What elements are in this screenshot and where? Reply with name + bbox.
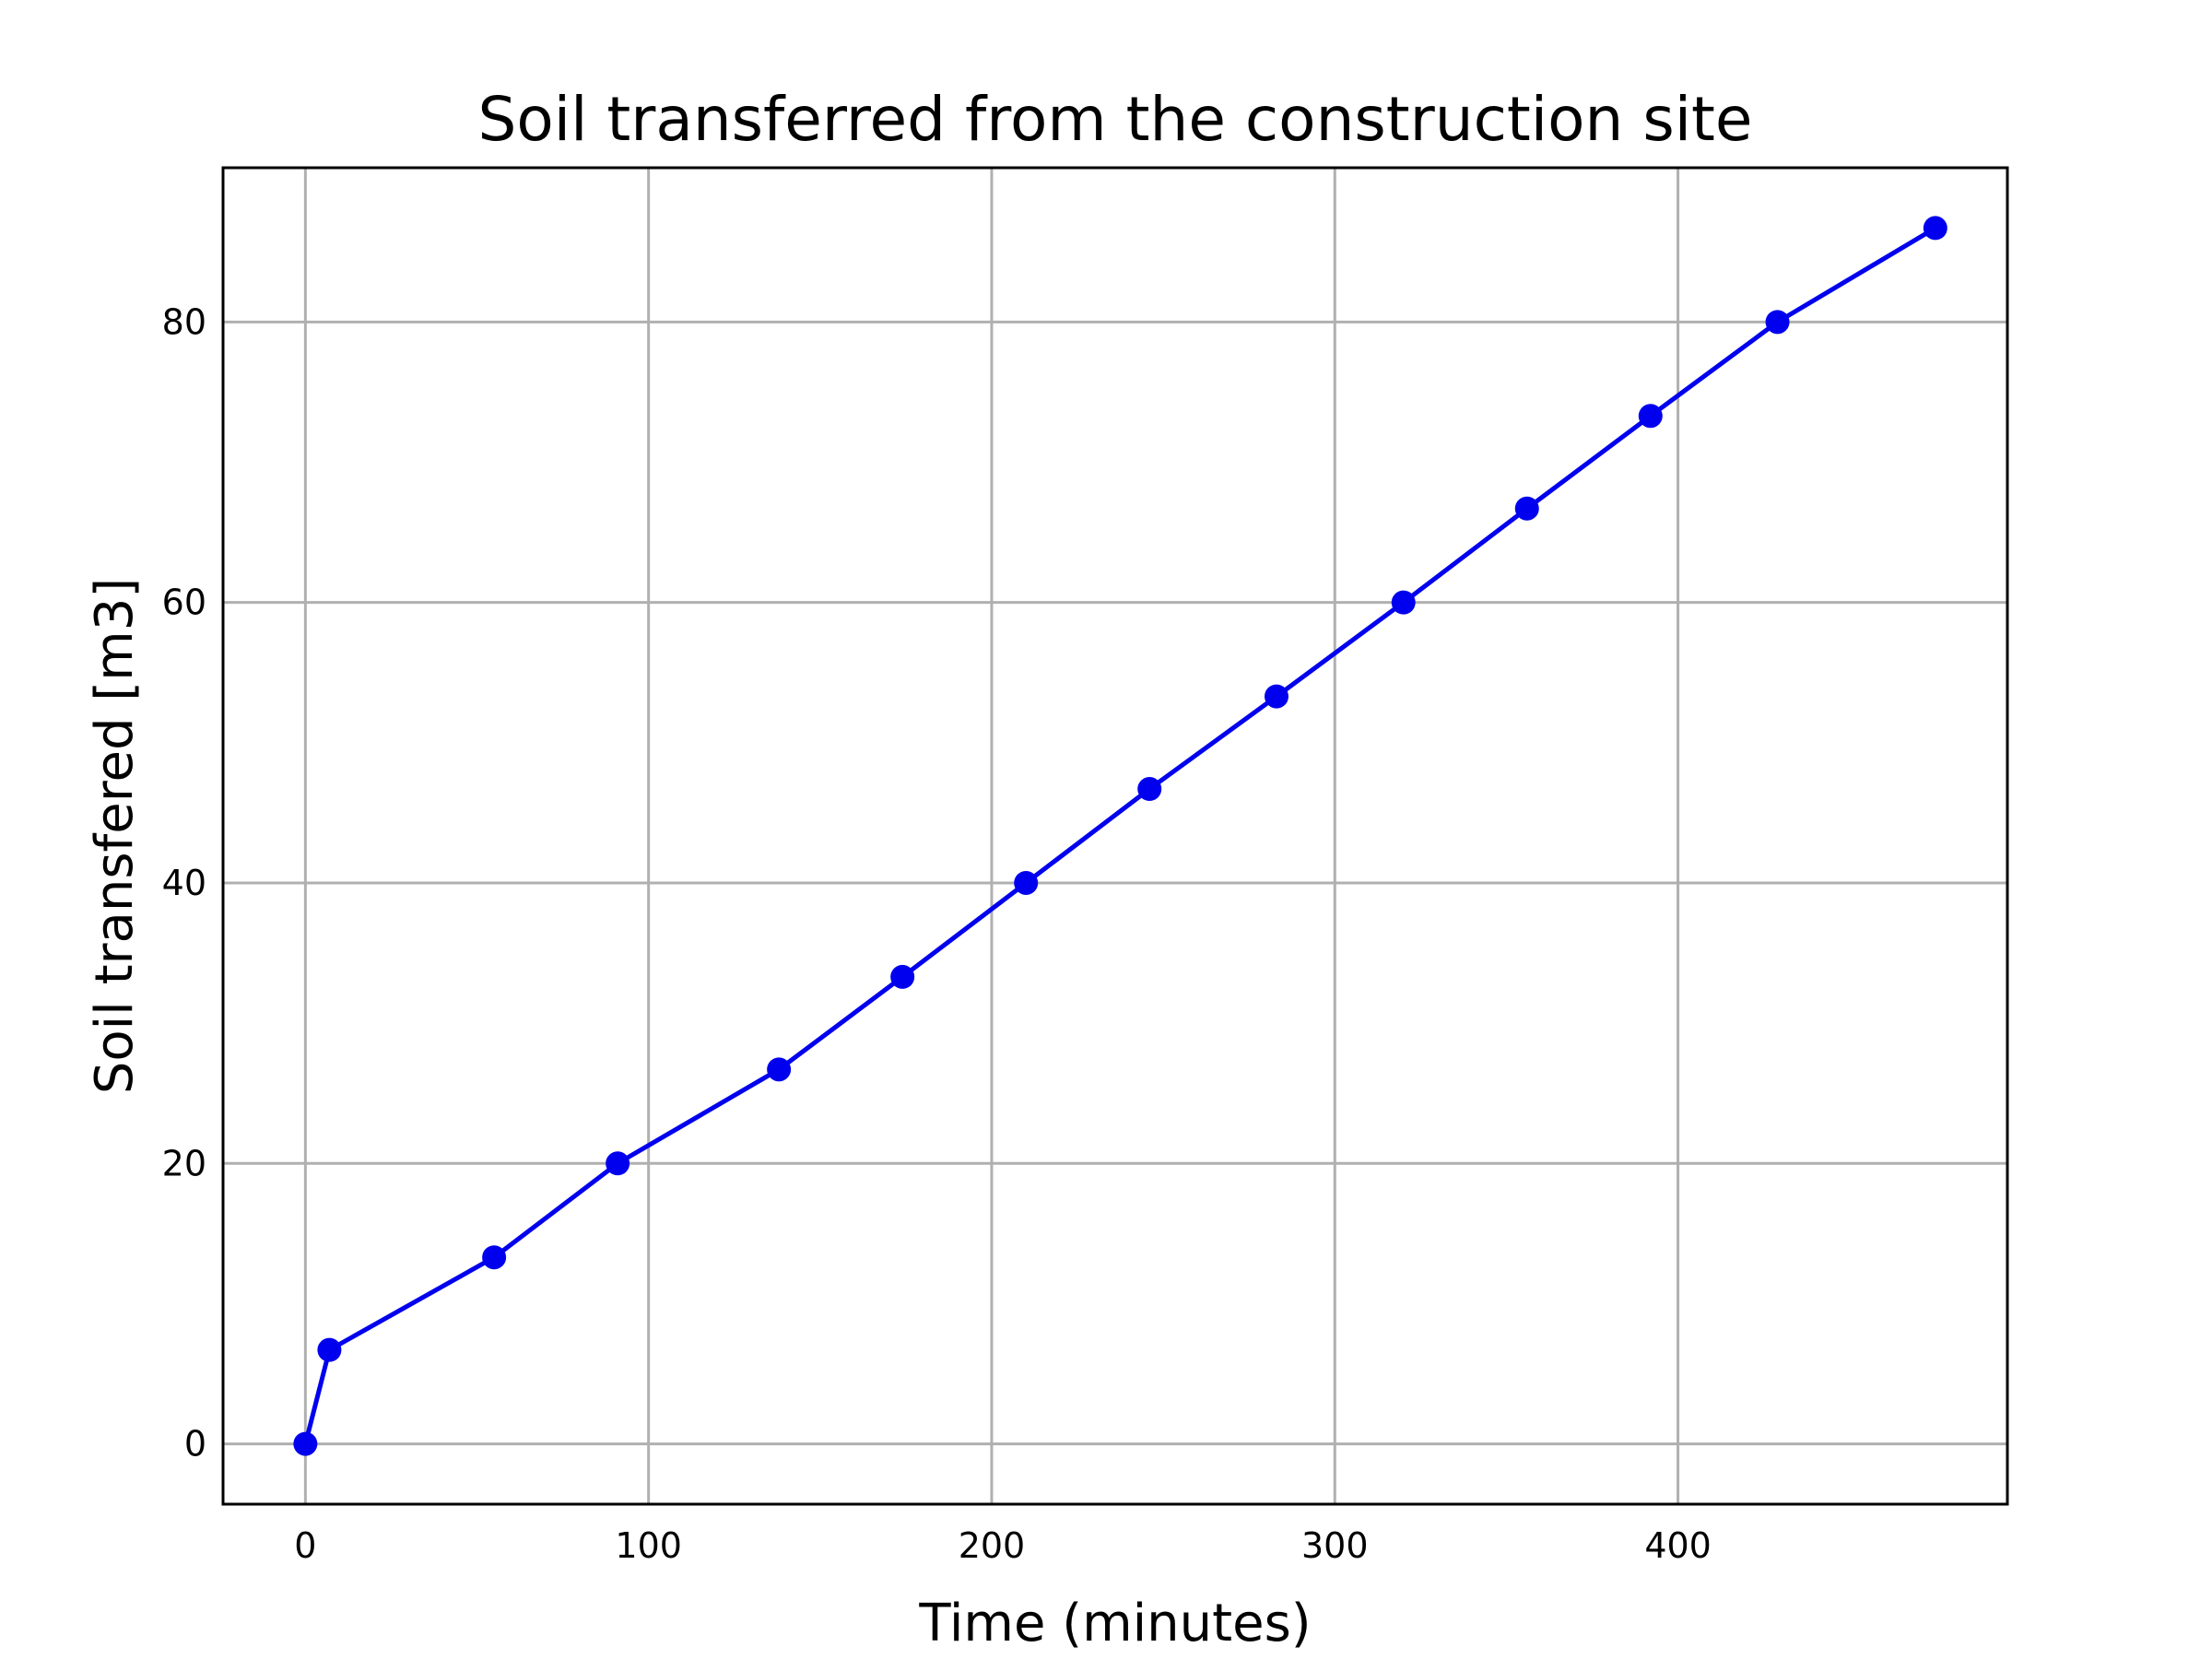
- y-tick-label: 80: [162, 301, 206, 342]
- data-point: [1638, 404, 1663, 429]
- series-layer: [293, 216, 1947, 1456]
- y-tick-label: 20: [162, 1143, 206, 1183]
- x-tick-label: 0: [294, 1525, 316, 1566]
- data-point: [1137, 777, 1162, 802]
- data-point: [890, 964, 915, 989]
- x-axis-label: Time (minutes): [918, 1594, 1311, 1653]
- y-axis-label: Soil transfered [m3]: [85, 578, 145, 1094]
- series-line: [302, 225, 1938, 1447]
- data-point: [293, 1431, 318, 1456]
- chart-title: Soil transferred from the construction s…: [477, 84, 1752, 155]
- y-tick-label: 0: [184, 1424, 206, 1465]
- data-point: [1264, 684, 1288, 709]
- x-tick-label: 400: [1644, 1525, 1712, 1566]
- data-point: [1514, 496, 1539, 521]
- data-point: [1014, 870, 1039, 895]
- data-point: [1765, 310, 1790, 335]
- x-tick-label: 200: [959, 1525, 1026, 1566]
- data-point: [767, 1057, 792, 1082]
- data-point: [1391, 590, 1416, 615]
- data-point: [317, 1337, 342, 1362]
- axis-ticks: 0 100 200 300 400 0 20 40 60 80: [162, 301, 1712, 1566]
- x-tick-label: 300: [1301, 1525, 1369, 1566]
- y-tick-label: 40: [162, 863, 206, 903]
- y-tick-label: 60: [162, 582, 206, 623]
- plot-frame: [221, 166, 2009, 1506]
- grid: [223, 168, 2007, 1504]
- data-point: [606, 1151, 630, 1176]
- data-point: [1923, 216, 1947, 241]
- data-point: [482, 1245, 507, 1270]
- x-tick-label: 100: [615, 1525, 682, 1566]
